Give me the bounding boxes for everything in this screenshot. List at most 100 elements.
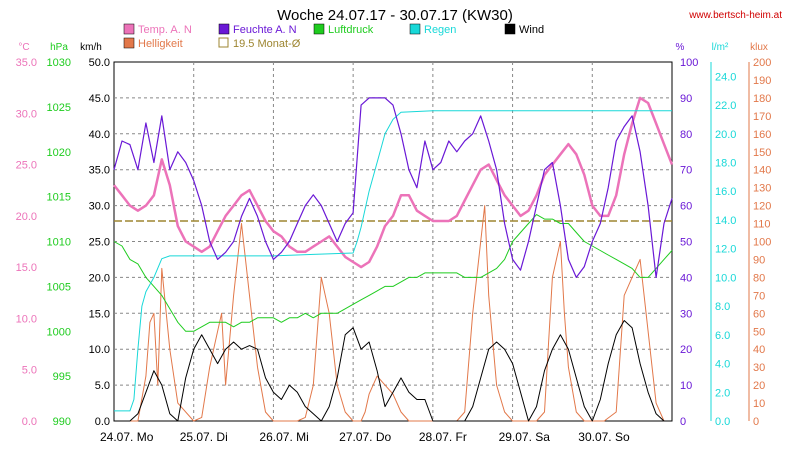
legend-swatch-feuchte (218, 23, 230, 35)
series-layer (113, 96, 674, 422)
tick-label-klux: 80 (753, 272, 765, 284)
tick-label-hpa: 1010 (47, 237, 71, 249)
tick-label-hpa: 1005 (47, 281, 71, 293)
tick-label-klux: 170 (753, 111, 771, 123)
tick-label-klux: 180 (753, 93, 771, 105)
tick-label-temp: 5.0 (22, 365, 37, 377)
tick-label-klux: 100 (753, 237, 771, 249)
tick-label-klux: 150 (753, 147, 771, 159)
legend-swatch-monat (218, 37, 229, 48)
tick-label-regen: 22.0 (715, 100, 736, 112)
x-tick-label: 29.07. Sa (499, 430, 551, 444)
series-temp (113, 96, 674, 269)
tick-label-kmh: 40.0 (89, 129, 110, 141)
tick-label-percent: 30 (680, 308, 692, 320)
tick-label-percent: 40 (680, 272, 692, 284)
legend-swatch-luftdruck (313, 23, 325, 35)
legend-label-temp: Temp. A. N (138, 24, 192, 36)
tick-label-klux: 160 (753, 129, 771, 141)
tick-label-regen: 24.0 (715, 71, 736, 83)
tick-label-klux: 50 (753, 326, 765, 338)
tick-label-klux: 200 (753, 57, 771, 69)
series-regen (114, 110, 672, 412)
tick-label-temp: 25.0 (16, 160, 37, 172)
tick-label-hpa: 1030 (47, 57, 71, 69)
legend-label-hell: Helligkeit (138, 38, 183, 50)
x-tick-label: 30.07. So (578, 430, 630, 444)
tick-label-klux: 90 (753, 254, 765, 266)
tick-label-kmh: 35.0 (89, 165, 110, 177)
series-hell (114, 205, 672, 422)
tick-label-hpa: 1025 (47, 102, 71, 114)
tick-label-temp: 10.0 (16, 313, 37, 325)
tick-label-klux: 0 (753, 416, 759, 428)
tick-label-percent: 0 (680, 416, 686, 428)
tick-label-percent: 60 (680, 201, 692, 213)
tick-label-kmh: 0.0 (95, 416, 110, 428)
tick-label-temp: 20.0 (16, 211, 37, 223)
tick-label-klux: 70 (753, 290, 765, 302)
tick-label-kmh: 45.0 (89, 93, 110, 105)
tick-label-percent: 70 (680, 165, 692, 177)
tick-label-hpa: 995 (53, 371, 71, 383)
tick-label-regen: 18.0 (715, 158, 736, 170)
series-feuchte (113, 97, 673, 278)
tick-label-klux: 20 (753, 380, 765, 392)
tick-label-kmh: 15.0 (89, 308, 110, 320)
tick-label-regen: 20.0 (715, 129, 736, 141)
tick-label-percent: 100 (680, 57, 698, 69)
tick-label-hpa: 990 (53, 416, 71, 428)
tick-label-temp: 15.0 (16, 262, 37, 274)
axis-unit-hpa: hPa (50, 42, 68, 53)
tick-label-klux: 110 (753, 219, 771, 231)
tick-label-kmh: 5.0 (95, 380, 110, 392)
tick-label-temp: 30.0 (16, 108, 37, 120)
tick-label-regen: 14.0 (715, 215, 736, 227)
legend-label-monat: 19.5 Monat-Ø (233, 38, 301, 50)
tick-label-regen: 16.0 (715, 186, 736, 198)
tick-label-temp: 0.0 (22, 416, 37, 428)
legend-label-wind: Wind (519, 24, 544, 36)
tick-label-percent: 80 (680, 129, 692, 141)
series-wind (114, 320, 672, 422)
tick-label-kmh: 25.0 (89, 237, 110, 249)
axes-layer: 0.05.010.015.020.025.030.035.09909951000… (16, 57, 772, 444)
tick-label-klux: 190 (753, 75, 771, 87)
tick-label-kmh: 30.0 (89, 201, 110, 213)
axis-unit-kmh: km/h (80, 42, 102, 53)
chart-title: Woche 24.07.17 - 30.07.17 (KW30) (277, 7, 513, 24)
tick-label-hpa: 1020 (47, 147, 71, 159)
legend-swatch-hell (123, 37, 135, 49)
site-link[interactable]: www.bertsch-heim.at (688, 10, 782, 21)
axis-unit-temp: °C (18, 42, 29, 53)
x-tick-label: 25.07. Di (180, 430, 228, 444)
tick-label-klux: 10 (753, 398, 765, 410)
x-tick-label: 28.07. Fr (419, 430, 467, 444)
axis-unit-regen: l/m² (712, 42, 729, 53)
tick-label-kmh: 20.0 (89, 272, 110, 284)
legend-label-feuchte: Feuchte A. N (233, 24, 297, 36)
tick-label-klux: 30 (753, 362, 765, 374)
x-tick-label: 27.07. Do (339, 430, 391, 444)
legend-swatch-regen (409, 23, 421, 35)
legend: Temp. A. N Feuchte A. N Luftdruck Regen Wind… (123, 23, 544, 50)
legend-label-regen: Regen (424, 24, 456, 36)
tick-label-klux: 130 (753, 183, 771, 195)
tick-label-temp: 35.0 (16, 57, 37, 69)
tick-label-regen: 4.0 (715, 359, 730, 371)
tick-label-klux: 40 (753, 344, 765, 356)
x-tick-label: 24.07. Mo (100, 430, 154, 444)
tick-label-hpa: 1000 (47, 326, 71, 338)
axis-unit-klux: klux (750, 42, 768, 53)
tick-label-percent: 90 (680, 93, 692, 105)
x-tick-label: 26.07. Mi (259, 430, 308, 444)
tick-label-regen: 10.0 (715, 272, 736, 284)
tick-label-kmh: 10.0 (89, 344, 110, 356)
legend-label-luftdruck: Luftdruck (328, 24, 374, 36)
tick-label-klux: 60 (753, 308, 765, 320)
legend-swatch-wind (504, 23, 516, 35)
tick-label-kmh: 50.0 (89, 57, 110, 69)
tick-label-hpa: 1015 (47, 192, 71, 204)
legend-swatch-temp (123, 23, 135, 35)
